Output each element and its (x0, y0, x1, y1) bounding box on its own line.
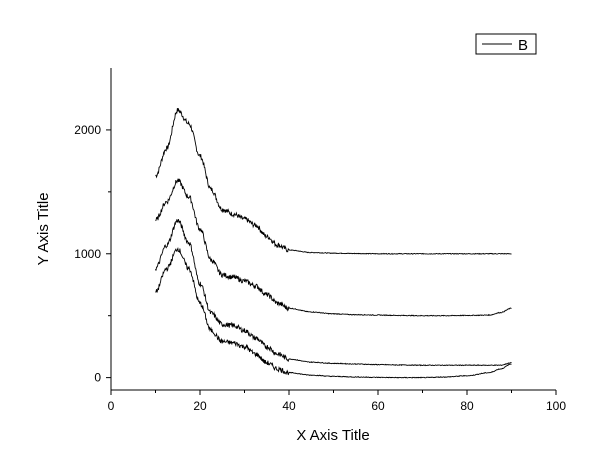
y-tick-label: 0 (94, 371, 101, 385)
x-tick-label: 40 (282, 399, 296, 413)
series-line-4 (155, 246, 512, 379)
series-line-1 (155, 108, 512, 255)
x-tick-label: 80 (460, 399, 474, 413)
x-tick-label: 60 (371, 399, 385, 413)
legend-entry-b: B (518, 37, 528, 54)
y-tick-label: 1000 (74, 247, 101, 261)
series-line-2 (155, 178, 512, 317)
axes (110, 68, 556, 391)
series-line-3 (155, 219, 512, 367)
x-tick-label: 20 (193, 399, 207, 413)
y-tick-label: 2000 (74, 123, 101, 137)
legend: B (475, 33, 537, 55)
x-tick-label: 0 (108, 399, 115, 413)
y-axis-title: Y Axis Title (35, 192, 52, 265)
x-axis-title: X Axis Title (296, 427, 369, 444)
plot-lines (155, 108, 512, 379)
x-tick-label: 100 (546, 399, 566, 413)
